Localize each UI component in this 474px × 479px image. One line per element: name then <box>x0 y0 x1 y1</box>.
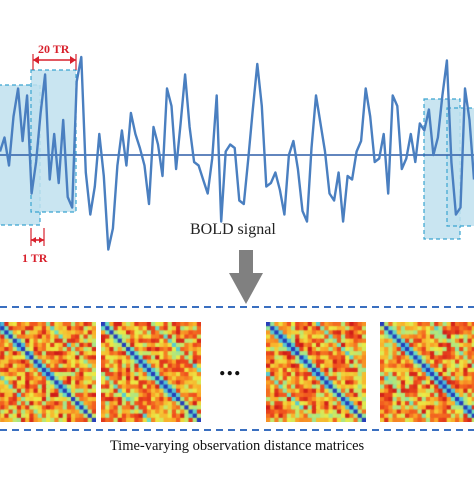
distance-matrix-2 <box>101 322 201 422</box>
down-arrow-shaft <box>239 250 253 274</box>
bracket-20tr-arrow-right <box>70 56 76 64</box>
distance-matrix-1 <box>0 322 96 422</box>
distance-matrix-3 <box>266 322 366 422</box>
down-arrow-head <box>229 273 263 304</box>
step-size-label: 1 TR <box>22 251 48 265</box>
bold-signal-label: BOLD signal <box>190 221 276 238</box>
ellipsis: ... <box>219 352 242 381</box>
window-length-label: 20 TR <box>38 42 70 56</box>
bracket-20tr-arrow-left <box>33 56 39 64</box>
bold-signal-line <box>0 55 474 251</box>
matrices-caption: Time-varying observation distance matric… <box>109 438 365 454</box>
bracket-1tr-arrow-left <box>31 237 36 243</box>
bracket-1tr-arrow-right <box>39 237 44 243</box>
distance-matrix-4 <box>380 322 474 422</box>
